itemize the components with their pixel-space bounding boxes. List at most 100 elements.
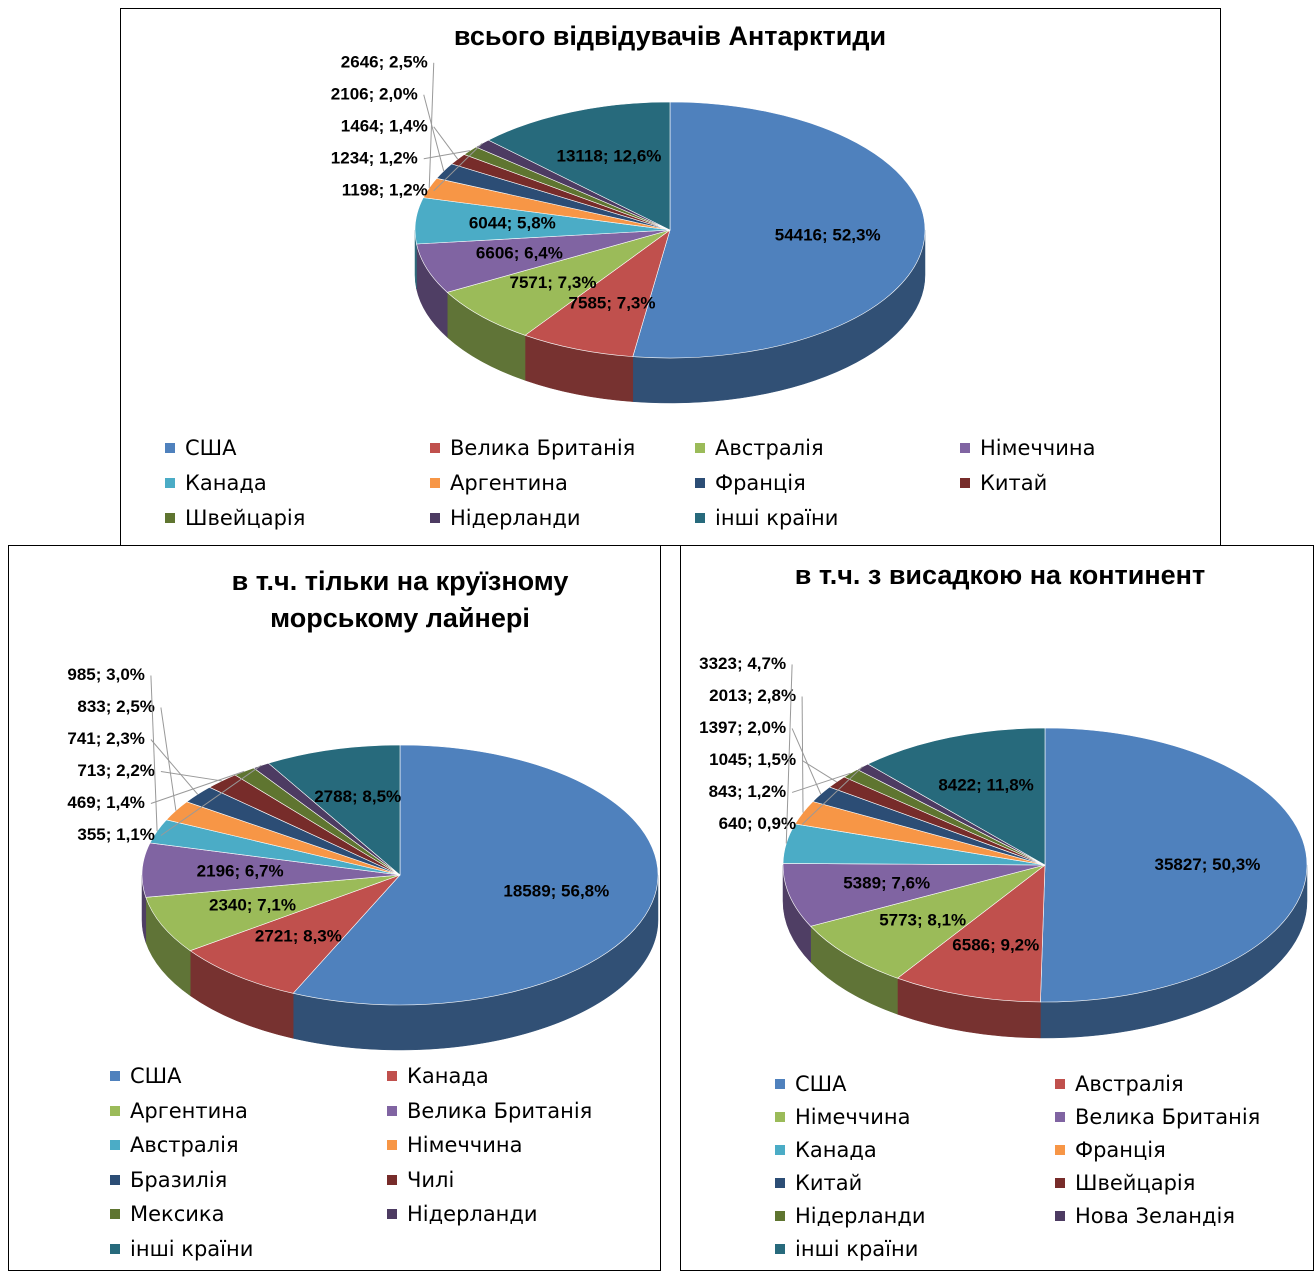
pie-slice bbox=[141, 842, 401, 898]
leader-line bbox=[160, 771, 222, 782]
leader-line bbox=[160, 707, 177, 811]
legend-label: Китай bbox=[795, 1171, 863, 1195]
legend-swatch bbox=[695, 443, 705, 453]
legend-swatch bbox=[387, 1140, 397, 1150]
data-label: 2788; 8,5% bbox=[314, 787, 401, 806]
legend-label: Нова Зеландія bbox=[1075, 1204, 1235, 1228]
data-label: 18589; 56,8% bbox=[503, 882, 609, 901]
legend-swatch bbox=[110, 1140, 120, 1150]
legend-label: Мексика bbox=[130, 1202, 225, 1226]
legend-label: Велика Британія bbox=[1075, 1105, 1261, 1129]
data-label: 8422; 11,8% bbox=[938, 775, 1033, 794]
data-label: 355; 1,1% bbox=[77, 825, 155, 844]
data-label: 7571; 7,3% bbox=[509, 273, 596, 292]
data-label: 6044; 5,8% bbox=[469, 214, 556, 233]
data-label: 469; 1,4% bbox=[67, 793, 145, 812]
chart-title: в т.ч. тільки на круїзному морському лай… bbox=[231, 566, 569, 633]
leader-line bbox=[160, 765, 262, 836]
legend-item: США bbox=[165, 436, 237, 460]
leader-line bbox=[150, 770, 245, 804]
pie-slice bbox=[292, 744, 659, 1006]
data-label: 640; 0,9% bbox=[719, 814, 797, 833]
legend-swatch bbox=[165, 478, 175, 488]
leader-line bbox=[791, 772, 851, 793]
legend-item: інші країни bbox=[110, 1237, 253, 1261]
legend-swatch bbox=[1055, 1178, 1065, 1188]
legend-label: Канада bbox=[407, 1064, 489, 1088]
legend-item: Нідерланди bbox=[430, 506, 581, 530]
pie-slice bbox=[189, 874, 401, 994]
legend-item: Китай bbox=[775, 1171, 862, 1195]
data-label: 1234; 1,2% bbox=[331, 148, 418, 167]
pie-slice bbox=[1040, 727, 1308, 1003]
data-label: 1464; 1,4% bbox=[341, 116, 428, 135]
legend-label: інші країни bbox=[795, 1237, 919, 1261]
legend-item: Нова Зеландія bbox=[1055, 1204, 1235, 1228]
legend-label: США bbox=[185, 436, 237, 460]
leader-line bbox=[791, 728, 822, 795]
data-label: 741; 2,3% bbox=[67, 729, 145, 748]
legend-swatch bbox=[165, 513, 175, 523]
legend-swatch bbox=[775, 1211, 785, 1221]
data-label: 6606; 6,4% bbox=[476, 244, 563, 263]
pie-slice bbox=[896, 864, 1046, 1003]
legend-label: Аргентина bbox=[450, 471, 568, 495]
leader-line bbox=[428, 62, 435, 188]
legend-label: Велика Британія bbox=[450, 436, 636, 460]
legend-label: Швейцарія bbox=[185, 506, 306, 530]
legend-item: Австралія bbox=[1055, 1072, 1184, 1096]
legend-label: Аргентина bbox=[130, 1098, 248, 1123]
legend-swatch bbox=[110, 1209, 120, 1219]
legend-label: Нідерланди bbox=[795, 1204, 926, 1228]
legend-item: Канада bbox=[165, 471, 267, 495]
legend-label: Бразилія bbox=[130, 1167, 228, 1192]
legend-item: інші країни bbox=[695, 506, 838, 530]
pie-slice bbox=[267, 744, 401, 876]
legend-swatch bbox=[695, 478, 705, 488]
legend-label: Велика Британія bbox=[407, 1098, 593, 1123]
legend-item: Чилі bbox=[387, 1168, 454, 1192]
pie-slice bbox=[446, 229, 671, 336]
leader-line bbox=[433, 126, 459, 160]
leader-line bbox=[423, 94, 445, 172]
legend-swatch bbox=[430, 478, 440, 488]
data-label: 2721; 8,3% bbox=[255, 927, 342, 946]
leader-line bbox=[433, 143, 483, 192]
legend-swatch bbox=[430, 513, 440, 523]
pie-slice bbox=[487, 101, 671, 231]
data-label: 3323; 4,7% bbox=[699, 654, 786, 673]
legend-swatch bbox=[960, 478, 970, 488]
legend-item: Австралія bbox=[110, 1133, 239, 1157]
legend-swatch bbox=[110, 1071, 120, 1081]
data-label: 5389; 7,6% bbox=[843, 874, 930, 893]
data-label: 2340; 7,1% bbox=[209, 896, 296, 915]
legend-item: Велика Британія bbox=[387, 1099, 592, 1123]
data-label: 1397; 2,0% bbox=[699, 718, 786, 737]
legend-item: інші країни bbox=[775, 1237, 918, 1261]
leader-line bbox=[150, 739, 199, 795]
legend-swatch bbox=[430, 443, 440, 453]
legend-item: Франція bbox=[695, 471, 806, 495]
data-label: 1045; 1,5% bbox=[709, 750, 796, 769]
legend-swatch bbox=[165, 443, 175, 453]
legend-item: Нідерланди bbox=[775, 1204, 926, 1228]
data-label: 2106; 2,0% bbox=[331, 84, 418, 103]
leader-line bbox=[785, 664, 793, 844]
legend-item: Нідерланди bbox=[387, 1202, 538, 1226]
legend-label: інші країни bbox=[130, 1236, 254, 1261]
legend-swatch bbox=[775, 1079, 785, 1089]
legend-label: Чилі bbox=[407, 1167, 455, 1192]
leader-line bbox=[801, 766, 863, 825]
legend-label: Франція bbox=[1075, 1138, 1166, 1162]
legend-item: Швейцарія bbox=[165, 506, 305, 530]
leader-line bbox=[801, 696, 804, 813]
legend-swatch bbox=[110, 1174, 120, 1185]
legend-swatch bbox=[110, 1105, 120, 1116]
legend-label: США bbox=[795, 1072, 847, 1096]
data-label: 843; 1,2% bbox=[709, 782, 787, 801]
data-label: 1198; 1,2% bbox=[342, 180, 428, 199]
legend-label: Австралія bbox=[715, 436, 824, 460]
legend-item: Аргентина bbox=[110, 1099, 248, 1123]
